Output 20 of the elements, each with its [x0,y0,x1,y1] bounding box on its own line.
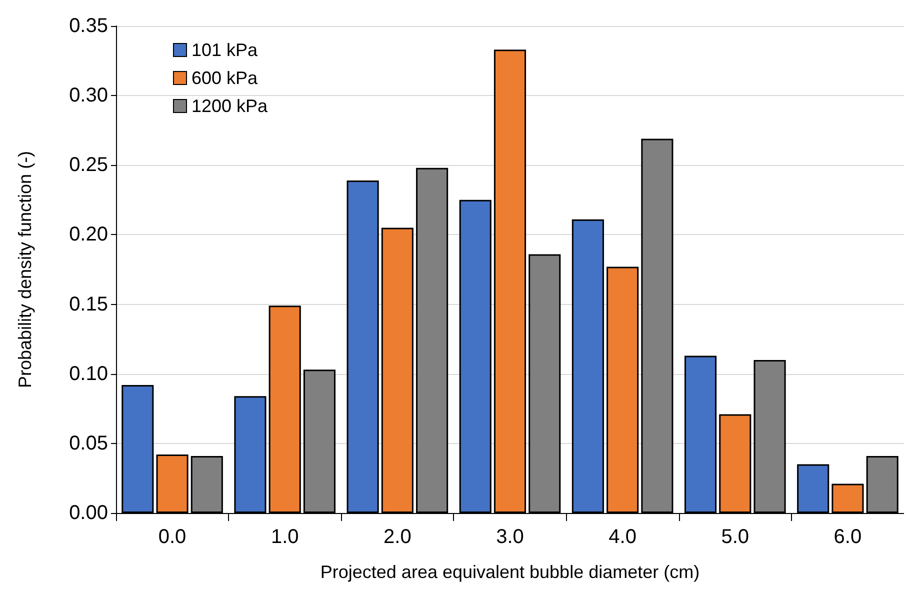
y-tick-label: 0.05 [69,432,108,454]
x-tick-label: 3.0 [496,526,524,548]
y-tick-label: 0.15 [69,293,108,316]
x-axis-title: Projected area equivalent bubble diameter (cm) [320,562,700,582]
y-tick-label: 0.30 [69,84,108,107]
y-tick-label: 0.35 [69,15,108,37]
y-tick-label: 0.00 [69,502,108,524]
x-tick-label: 5.0 [721,526,750,548]
y-tick-label: 0.10 [69,362,108,385]
y-tick-label: 0.25 [69,154,108,176]
y-tick-label: 0.20 [69,224,108,246]
x-tick-label: 6.0 [834,526,862,548]
x-tick-label: 1.0 [270,526,299,548]
x-tick-label: 0.0 [158,526,186,548]
legend-label: 101 kPa [192,40,259,60]
y-axis-title: Probability density function (-) [15,150,35,388]
legend-label: 1200 kPa [192,96,269,116]
x-tick-label: 4.0 [608,526,636,548]
legend-label: 600 kPa [192,68,259,88]
x-tick-label: 2.0 [384,526,412,548]
